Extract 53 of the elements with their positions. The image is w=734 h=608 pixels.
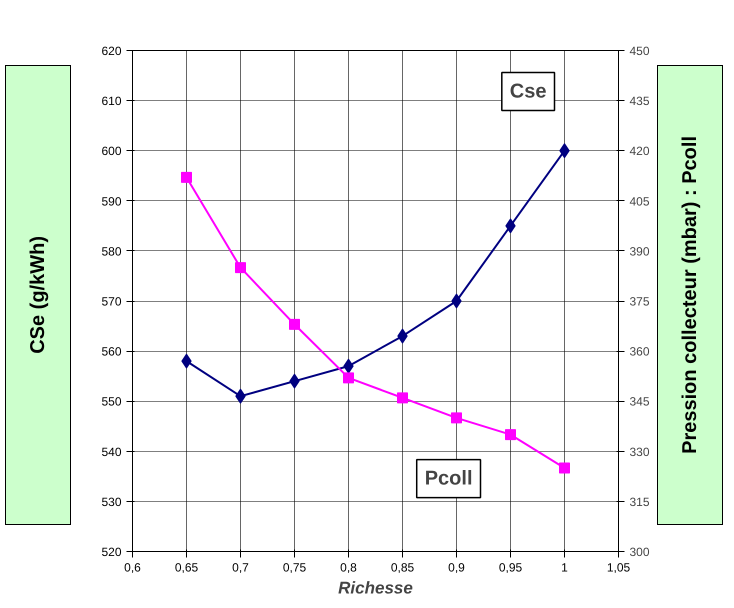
y2-tick-label: 330 (630, 444, 650, 459)
point (181, 354, 192, 369)
text: Cse (510, 80, 547, 102)
y-tick-label: 550 (101, 394, 122, 409)
point (559, 462, 570, 474)
y-tick-label: 580 (101, 244, 122, 258)
y-tick-label: 610 (101, 94, 122, 108)
point (181, 172, 192, 183)
y-tick-label: 600 (101, 144, 122, 158)
point (451, 412, 462, 424)
y-tick-label: 620 (101, 44, 122, 58)
point (505, 429, 516, 440)
x-tick-label: 0,85 (390, 560, 415, 574)
y2-tick-label: 420 (630, 144, 650, 158)
point (451, 294, 462, 308)
y2-axis-title: Pression collecteur (mbar) : Pcoll (678, 136, 702, 454)
y-tick-label: 560 (101, 344, 122, 359)
x-tick-label: 0,65 (174, 560, 199, 574)
y2-tick-label: 405 (630, 194, 650, 208)
y2-tick-label: 450 (630, 44, 650, 58)
x-tick-label: 0,8 (340, 560, 358, 574)
point (289, 374, 300, 389)
y-tick-label: 570 (101, 294, 122, 308)
text: Pcoll (424, 468, 473, 490)
point (343, 372, 354, 384)
y-tick-label: 530 (101, 494, 122, 509)
x-tick-label: 0,75 (282, 560, 307, 574)
y2-tick-label: 435 (630, 94, 650, 108)
x-tick-label: 1,05 (606, 560, 631, 574)
point (343, 358, 354, 374)
x-tick-label: 0,95 (498, 560, 523, 574)
x-tick-label: 0,6 (124, 560, 142, 574)
y2-tick-label: 390 (630, 244, 650, 258)
y-tick-label: 590 (101, 194, 122, 208)
x-tick-label: 0,7 (232, 560, 250, 574)
point (235, 262, 246, 274)
point (559, 143, 570, 158)
y2-tick-label: 315 (630, 494, 650, 509)
y2-tick-label: 360 (630, 344, 650, 359)
x-tick-label: 0,9 (448, 560, 466, 574)
x-axis-title: Richesse (338, 578, 413, 598)
y2-tick-label: 300 (630, 545, 650, 559)
point (397, 328, 408, 344)
x-tick-label: 1 (561, 560, 568, 574)
point (505, 218, 516, 234)
point (289, 318, 300, 330)
y2-tick-label: 345 (630, 394, 650, 409)
y-tick-label: 520 (101, 545, 122, 559)
y2-tick-label: 375 (630, 294, 650, 308)
point (397, 392, 408, 404)
point (235, 388, 246, 404)
y-tick-label: 540 (101, 444, 122, 459)
y-axis-title: CSe (g/kWh) (26, 236, 50, 354)
